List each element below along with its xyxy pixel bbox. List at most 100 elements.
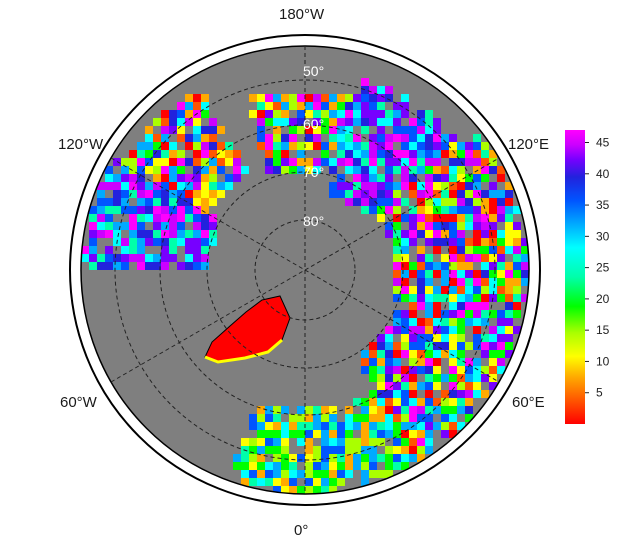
data-pixel: [457, 318, 465, 326]
data-pixel: [321, 438, 329, 446]
data-pixel: [409, 374, 417, 382]
data-pixel: [361, 118, 369, 126]
data-pixel: [425, 206, 433, 214]
data-pixel: [273, 158, 281, 166]
data-pixel: [361, 198, 369, 206]
data-pixel: [193, 222, 201, 230]
data-pixel: [337, 174, 345, 182]
data-pixel: [489, 366, 497, 374]
data-pixel: [377, 430, 385, 438]
data-pixel: [265, 118, 273, 126]
data-pixel: [281, 422, 289, 430]
data-pixel: [89, 206, 97, 214]
data-pixel: [289, 422, 297, 430]
data-pixel: [121, 262, 129, 270]
data-pixel: [449, 134, 457, 142]
data-pixel: [465, 318, 473, 326]
data-pixel: [497, 246, 505, 254]
data-pixel: [209, 214, 217, 222]
data-pixel: [361, 350, 369, 358]
data-pixel: [513, 270, 521, 278]
data-pixel: [449, 326, 457, 334]
data-pixel: [409, 142, 417, 150]
data-pixel: [401, 230, 409, 238]
data-pixel: [321, 102, 329, 110]
data-pixel: [257, 102, 265, 110]
data-pixel: [457, 270, 465, 278]
data-pixel: [385, 118, 393, 126]
data-pixel: [497, 262, 505, 270]
data-pixel: [369, 110, 377, 118]
data-pixel: [137, 238, 145, 246]
data-pixel: [337, 190, 345, 198]
data-pixel: [417, 206, 425, 214]
data-pixel: [385, 350, 393, 358]
data-pixel: [481, 222, 489, 230]
data-pixel: [345, 190, 353, 198]
data-pixel: [441, 390, 449, 398]
data-pixel: [337, 446, 345, 454]
data-pixel: [369, 142, 377, 150]
data-pixel: [393, 158, 401, 166]
data-pixel: [265, 406, 273, 414]
data-pixel: [513, 278, 521, 286]
data-pixel: [417, 382, 425, 390]
data-pixel: [497, 350, 505, 358]
data-pixel: [129, 174, 137, 182]
data-pixel: [241, 438, 249, 446]
data-pixel: [377, 398, 385, 406]
data-pixel: [401, 254, 409, 262]
data-pixel: [337, 142, 345, 150]
data-pixel: [417, 222, 425, 230]
data-pixel: [233, 150, 241, 158]
data-pixel: [409, 238, 417, 246]
data-pixel: [441, 334, 449, 342]
data-pixel: [313, 110, 321, 118]
data-pixel: [289, 486, 297, 494]
data-pixel: [377, 350, 385, 358]
data-pixel: [393, 430, 401, 438]
data-pixel: [193, 126, 201, 134]
data-pixel: [401, 102, 409, 110]
data-pixel: [353, 158, 361, 166]
data-pixel: [489, 326, 497, 334]
data-pixel: [473, 374, 481, 382]
data-pixel: [481, 350, 489, 358]
data-pixel: [497, 238, 505, 246]
lon-label-120e: 120°E: [508, 136, 550, 153]
data-pixel: [329, 134, 337, 142]
data-pixel: [409, 206, 417, 214]
data-pixel: [329, 166, 337, 174]
data-pixel: [321, 110, 329, 118]
data-pixel: [209, 198, 217, 206]
data-pixel: [345, 406, 353, 414]
data-pixel: [201, 214, 209, 222]
data-pixel: [273, 110, 281, 118]
data-pixel: [433, 214, 441, 222]
data-pixel: [425, 334, 433, 342]
data-pixel: [169, 174, 177, 182]
data-pixel: [289, 470, 297, 478]
data-pixel: [433, 150, 441, 158]
data-pixel: [169, 222, 177, 230]
colorbar-tick-label: 25: [596, 261, 610, 275]
data-pixel: [433, 366, 441, 374]
data-pixel: [177, 182, 185, 190]
data-pixel: [329, 430, 337, 438]
data-pixel: [153, 214, 161, 222]
data-pixel: [401, 270, 409, 278]
data-pixel: [329, 190, 337, 198]
data-pixel: [425, 214, 433, 222]
data-pixel: [177, 166, 185, 174]
data-pixel: [409, 358, 417, 366]
data-pixel: [449, 198, 457, 206]
data-pixel: [281, 478, 289, 486]
data-pixel: [337, 438, 345, 446]
data-pixel: [377, 214, 385, 222]
data-pixel: [321, 142, 329, 150]
data-pixel: [465, 406, 473, 414]
data-pixel: [489, 270, 497, 278]
data-pixel: [257, 446, 265, 454]
data-pixel: [425, 430, 433, 438]
data-pixel: [377, 190, 385, 198]
